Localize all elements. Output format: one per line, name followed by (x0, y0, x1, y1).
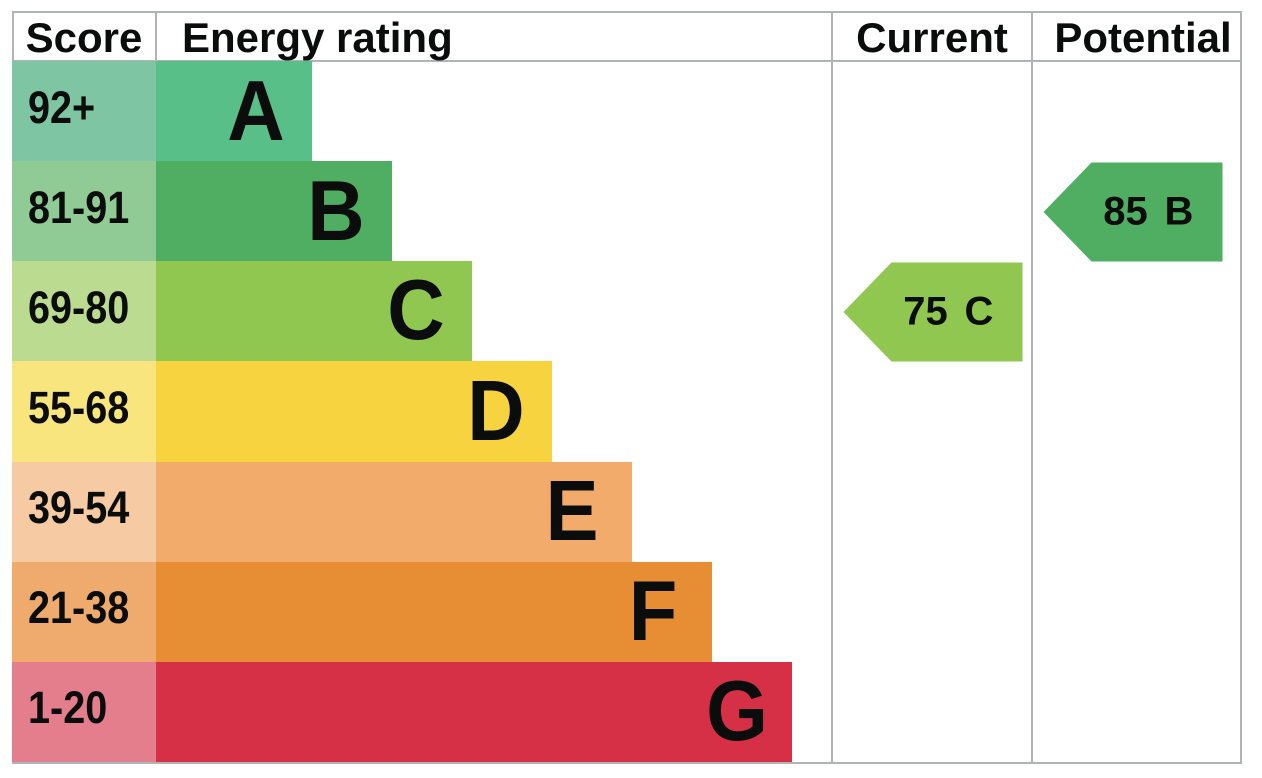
svg-text:75: 75 (903, 290, 948, 334)
svg-text:B: B (1164, 190, 1193, 234)
svg-text:85: 85 (1103, 190, 1148, 234)
svg-text:C: C (964, 290, 993, 334)
